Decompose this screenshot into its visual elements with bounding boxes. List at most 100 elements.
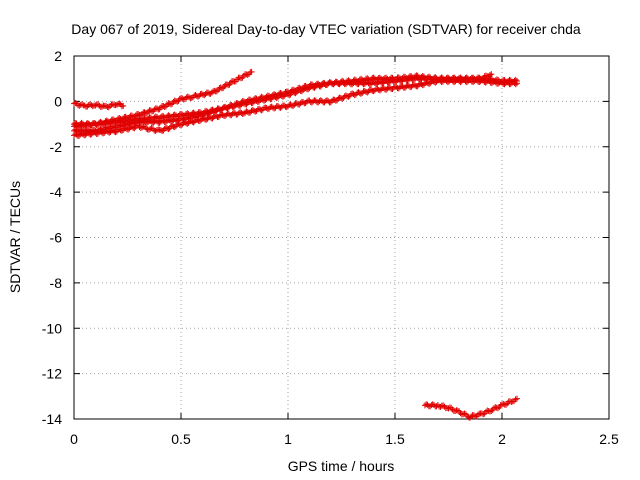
data-point: [116, 100, 123, 107]
data-point: [266, 95, 273, 102]
data-point: [471, 77, 478, 84]
data-point: [165, 126, 172, 133]
data-point: [196, 111, 203, 118]
x-tick-label: 0: [70, 431, 78, 447]
data-point: [217, 84, 224, 91]
data-point: [239, 100, 246, 107]
data-point: [296, 101, 303, 108]
data-point: [209, 115, 216, 122]
series-track-6: [421, 395, 520, 421]
data-point: [298, 88, 305, 95]
data-point: [336, 94, 343, 101]
data-point: [286, 92, 293, 99]
data-point: [473, 413, 480, 420]
data-point: [125, 126, 132, 133]
data-point: [86, 120, 93, 127]
data-point: [292, 90, 299, 97]
data-point: [79, 131, 86, 138]
data-point: [98, 120, 105, 127]
data-point: [147, 107, 154, 114]
data-point: [200, 91, 207, 98]
data-point: [412, 82, 419, 89]
data-point: [190, 119, 197, 126]
data-point: [358, 90, 365, 97]
y-tick-label: -10: [42, 320, 62, 336]
data-point: [263, 105, 270, 112]
data-point: [488, 407, 495, 414]
axes: 0 0.5 1 1.5 2 2.5 2 0 -2 -4 -6 -8 -10 -12 -14: [42, 48, 619, 447]
data-point: [346, 78, 353, 85]
data-point: [307, 98, 314, 105]
data-point: [474, 411, 481, 418]
data-point: [279, 93, 286, 100]
data-point: [142, 119, 149, 126]
y-tick-label: -4: [50, 184, 63, 200]
data-point: [512, 81, 519, 88]
data-point: [137, 112, 144, 119]
data-point: [244, 108, 251, 115]
data-point: [71, 121, 77, 128]
data-point: [223, 105, 230, 112]
data-point: [92, 120, 99, 127]
x-tick-label: 2.5: [599, 431, 619, 447]
data-point: [92, 129, 99, 136]
data-point: [201, 116, 208, 123]
data-point: [480, 411, 487, 418]
data-point: [175, 120, 182, 127]
series-track-1: [71, 99, 127, 111]
data-point: [98, 129, 105, 136]
data-point: [160, 102, 167, 109]
data-point: [179, 95, 186, 102]
data-point: [412, 73, 419, 80]
series-track-4: [71, 72, 520, 135]
data-point: [486, 408, 493, 415]
data-point: [340, 78, 347, 85]
data-point: [317, 83, 324, 90]
data-point: [120, 102, 127, 109]
data-point: [166, 117, 173, 124]
data-point: [465, 414, 472, 421]
data-point: [503, 401, 510, 408]
data-point: [477, 78, 484, 85]
data-point: [179, 115, 186, 122]
data-point: [184, 120, 191, 127]
data-point: [345, 93, 352, 100]
data-point: [466, 414, 473, 421]
data-point: [232, 110, 239, 117]
data-point: [86, 130, 93, 137]
data-point: [371, 75, 378, 82]
data-point: [109, 101, 116, 108]
data-point: [162, 124, 169, 131]
data-point: [437, 77, 444, 84]
data-point: [486, 71, 493, 78]
chart-title: Day 067 of 2019, Sidereal Day-to-day VTE…: [71, 21, 581, 37]
data-point: [243, 101, 250, 108]
data-point: [253, 97, 260, 104]
data-point: [95, 101, 102, 108]
x-tick-label: 0.5: [171, 431, 191, 447]
y-tick-label: 2: [54, 48, 62, 64]
data-point: [359, 76, 366, 83]
y-axis-label: SDTVAR / TECUs: [7, 181, 23, 293]
data-point: [131, 125, 138, 132]
data-point: [238, 109, 245, 116]
data-point: [102, 119, 109, 126]
y-tick-label: -12: [42, 366, 62, 382]
data-point: [248, 68, 255, 75]
data-point: [288, 102, 295, 109]
data-point: [123, 126, 130, 133]
data-point: [194, 93, 201, 100]
data-point: [364, 89, 371, 96]
data-point: [494, 405, 501, 412]
data-point: [201, 92, 208, 99]
data-point: [189, 119, 196, 126]
data-point: [500, 400, 507, 407]
data-point: [81, 102, 88, 109]
data-point: [144, 110, 151, 117]
data-point: [211, 87, 218, 94]
data-point: [102, 128, 109, 135]
data-point: [352, 77, 359, 84]
data-point: [470, 412, 477, 419]
data-point: [512, 396, 519, 403]
